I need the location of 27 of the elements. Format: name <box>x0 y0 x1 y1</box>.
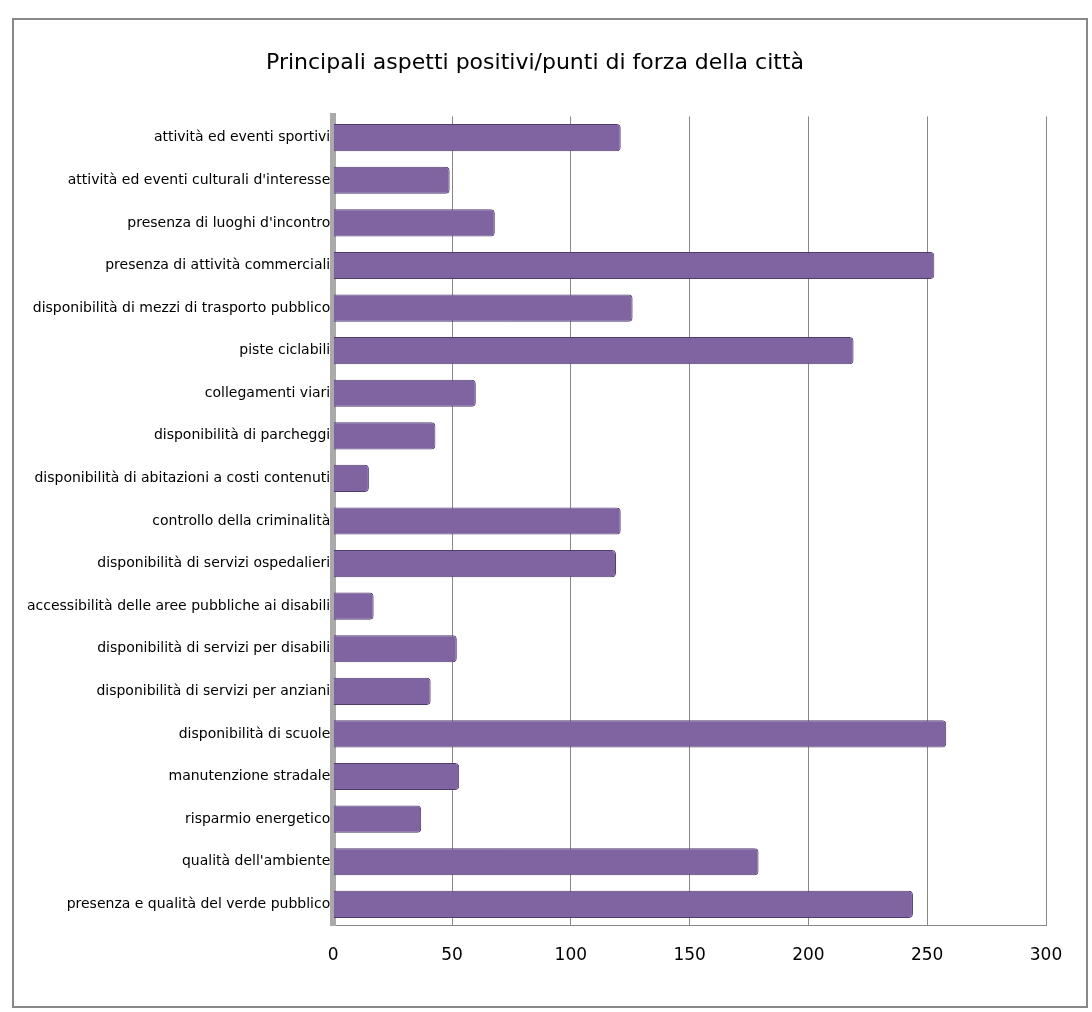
y-tick-label: manutenzione stradale <box>168 767 331 784</box>
chart-title: Principali aspetti positivi/punti di forza della città <box>265 48 805 74</box>
x-tick-label: 100 <box>554 944 588 965</box>
y-tick-label: disponibilità di servizi per anziani <box>96 682 331 698</box>
x-tick-label: 0 <box>327 944 339 965</box>
x-tick-label: 150 <box>673 944 706 965</box>
y-tick-label: attività ed eventi sportivi <box>153 128 331 145</box>
y-tick-label: qualità dell'ambiente <box>181 852 331 869</box>
y-tick-label: controllo della criminalità <box>152 511 331 528</box>
y-tick-label: piste ciclabili <box>239 341 331 358</box>
y-tick-label: disponibilità di mezzi di trasporto pubblico <box>32 298 331 315</box>
x-tick-label: 250 <box>910 944 944 965</box>
y-tick-label: presenza di luoghi d'incontro <box>127 213 331 230</box>
y-tick-label: disponibilità di abitazioni a costi contenuti <box>34 469 331 486</box>
y-tick-label: collegamenti viari <box>204 383 331 400</box>
y-tick-label: risparmio energetico <box>185 809 331 826</box>
x-tick-label: 300 <box>1029 944 1063 965</box>
y-tick-label: disponibilità di parcheggi <box>153 426 331 443</box>
y-tick-label: attività ed eventi culturali d'interesse <box>67 170 331 187</box>
y-tick-label: presenza di attività commerciali <box>105 256 331 273</box>
y-tick-label: disponibilità di servizi per disabili <box>97 639 331 656</box>
x-tick-label: 50 <box>441 944 463 965</box>
y-tick-label: disponibilità di scuole <box>178 724 331 741</box>
y-tick-label: presenza e qualità del verde pubblico <box>66 894 331 911</box>
x-tick-label: 200 <box>792 944 825 965</box>
y-tick-label: accessibilità delle aree pubbliche ai disabili <box>26 596 331 613</box>
y-tick-label: disponibilità di servizi ospedalieri <box>97 554 331 571</box>
